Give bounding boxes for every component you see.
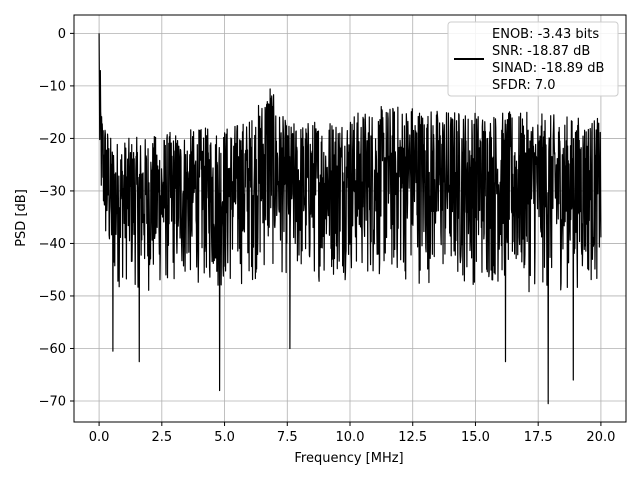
x-tick-label: 17.5 <box>524 430 553 445</box>
legend-enob: ENOB: -3.43 bits <box>492 27 599 42</box>
legend-sinad: SINAD: -18.89 dB <box>492 61 604 76</box>
y-tick-label: −70 <box>39 394 66 409</box>
legend: ENOB: -3.43 bits SNR: -18.87 dB SINAD: -… <box>447 21 619 97</box>
x-tick-label: 0.0 <box>89 430 110 445</box>
x-tick-label: 15.0 <box>461 430 490 445</box>
psd-series-line <box>98 33 602 405</box>
x-tick-label: 20.0 <box>586 430 615 445</box>
y-tick-label: −10 <box>39 79 66 94</box>
y-tick-label: −60 <box>39 342 66 357</box>
x-tick-label: 7.5 <box>277 430 298 445</box>
legend-box <box>447 21 619 97</box>
y-tick-label: 0 <box>58 27 66 42</box>
y-axis-ticks: 0 −10 −20 −30 −40 −50 −60 −70 <box>39 27 74 409</box>
x-axis-ticks: 0.0 2.5 5.0 7.5 10.0 12.5 15.0 17.5 20.0 <box>89 422 615 445</box>
legend-sfdr: SFDR: 7.0 <box>492 78 556 93</box>
x-axis-label: Frequency [MHz] <box>294 451 403 466</box>
y-tick-label: −50 <box>39 289 66 304</box>
x-tick-label: 10.0 <box>336 430 365 445</box>
y-tick-label: −30 <box>39 184 66 199</box>
y-tick-label: −20 <box>39 132 66 147</box>
y-tick-label: −40 <box>39 237 66 252</box>
x-tick-label: 12.5 <box>398 430 427 445</box>
x-tick-label: 5.0 <box>214 430 235 445</box>
psd-trace <box>98 33 602 405</box>
legend-snr: SNR: -18.87 dB <box>492 44 590 59</box>
x-tick-label: 2.5 <box>151 430 172 445</box>
y-axis-label: PSD [dB] <box>14 189 29 247</box>
